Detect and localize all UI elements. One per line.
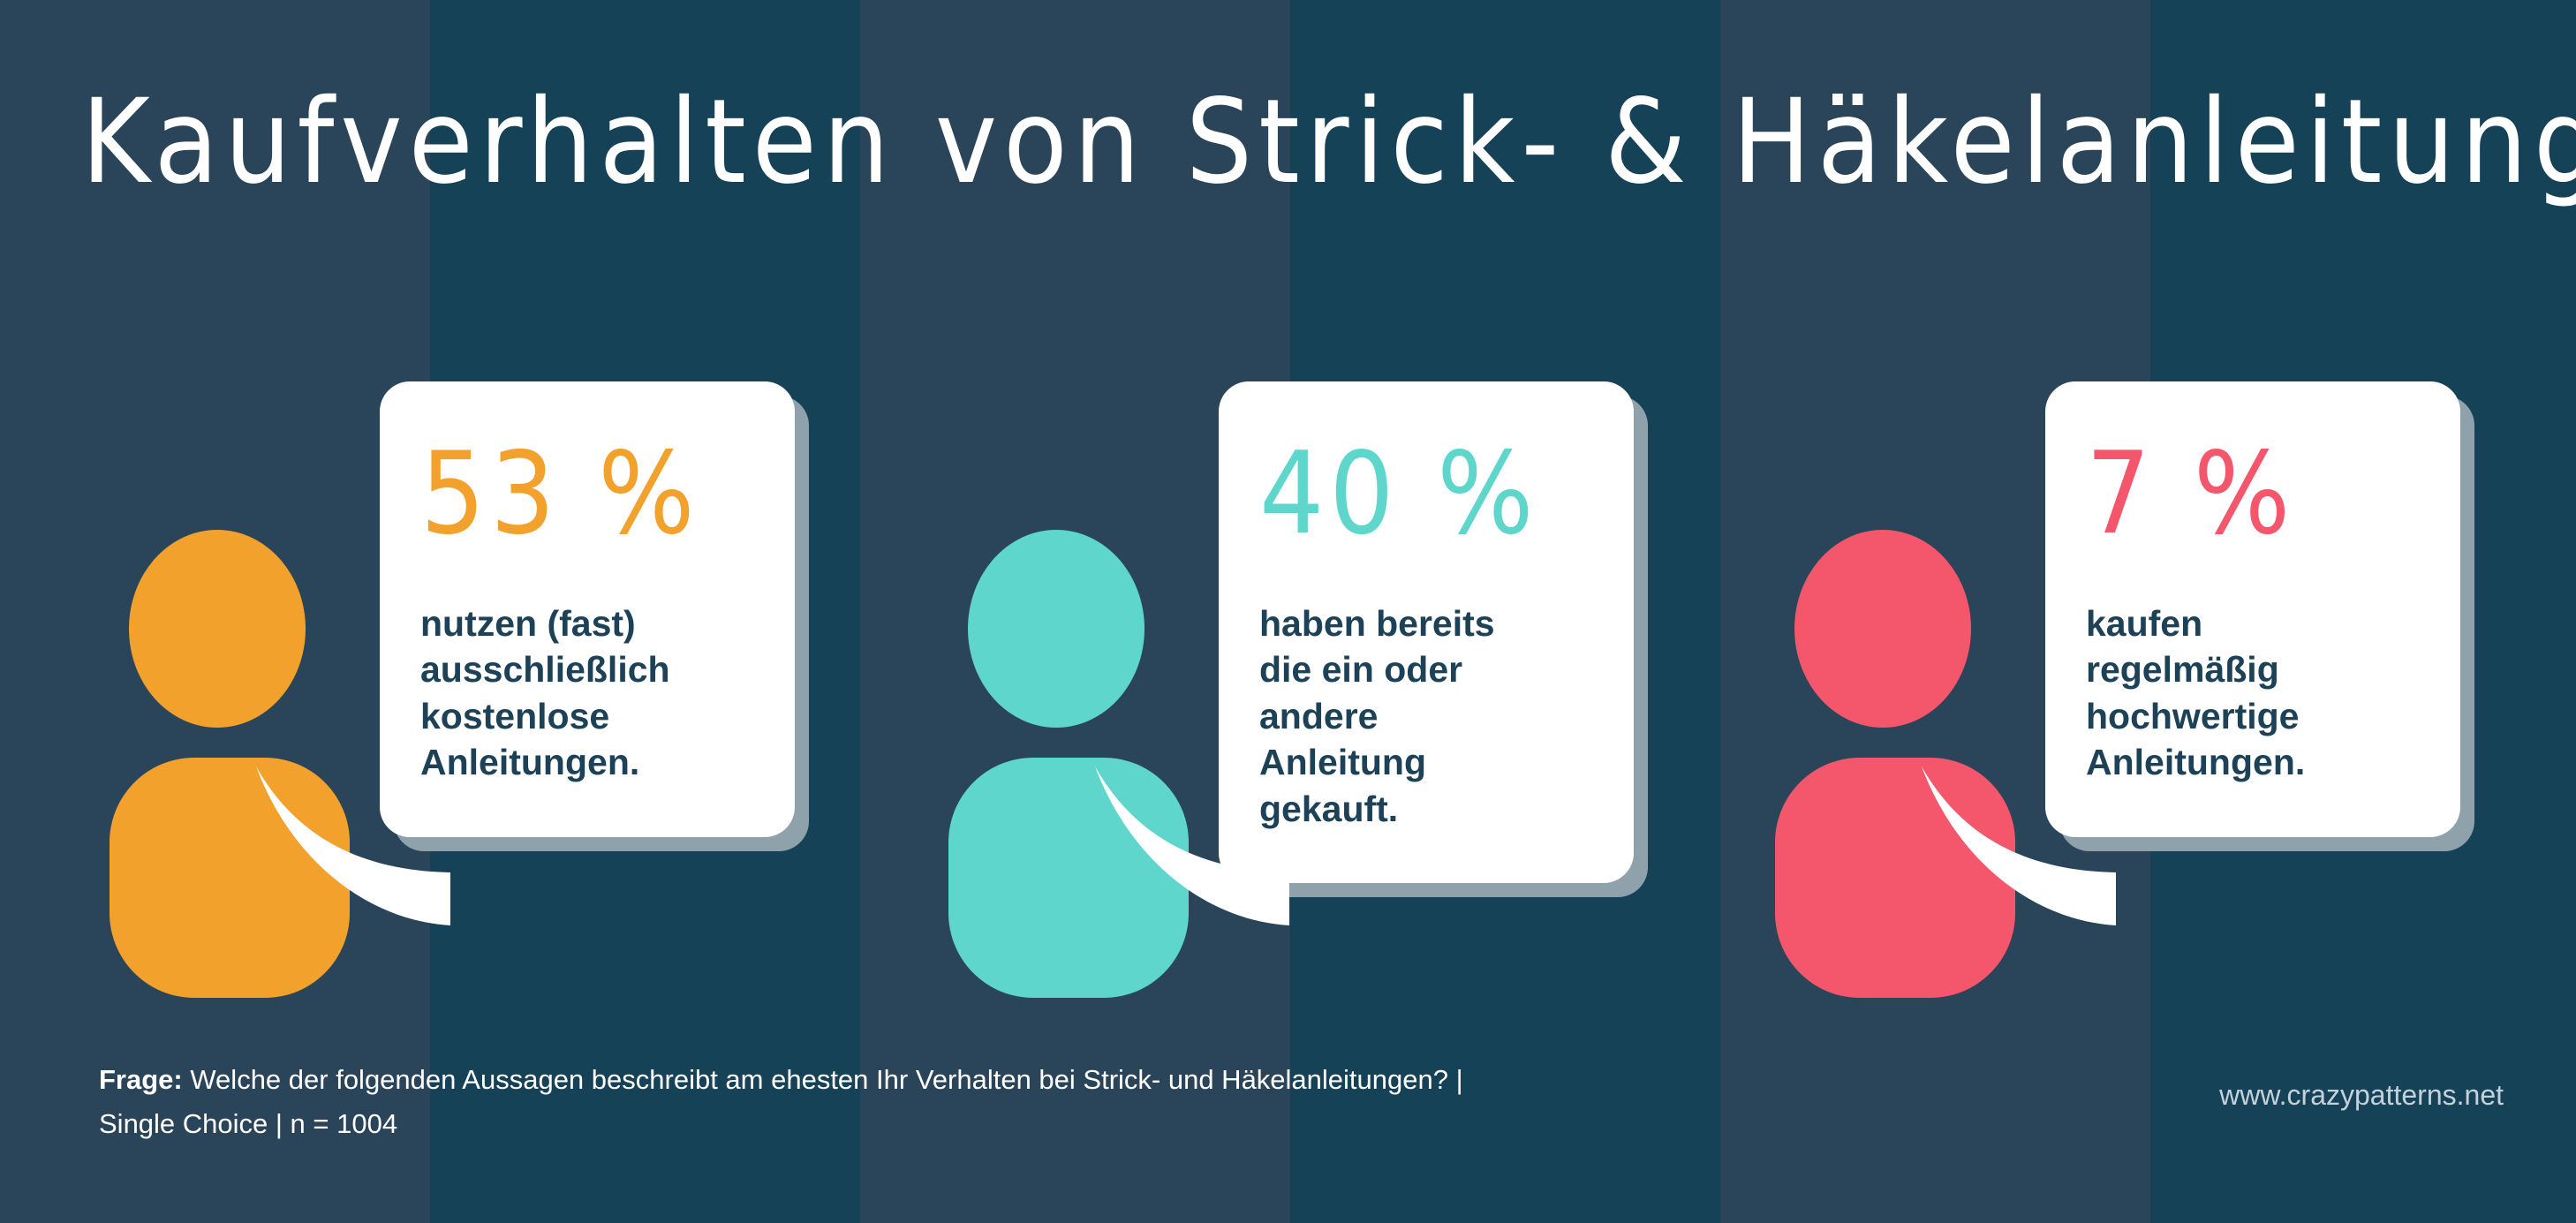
stat-group-1: 53 % nutzen (fast) ausschließlich kosten… <box>110 381 904 1028</box>
percent-value-1: 53 % <box>420 428 700 560</box>
footer-question: Frage: Welche der folgenden Aussagen bes… <box>99 1058 1530 1146</box>
person-head-icon <box>129 530 306 728</box>
footer-question-label: Frage: <box>99 1064 183 1095</box>
person-head-icon <box>968 530 1144 728</box>
speech-card-2-content: 40 % haben bereits die ein oder andere A… <box>1219 381 1634 883</box>
percent-description-3: kaufen regelmäßig hochwertige Anleitunge… <box>2086 603 2306 783</box>
percent-description-2: haben bereits die ein oder andere Anleit… <box>1259 603 1495 829</box>
percent-value-3: 7 % <box>2086 428 2296 560</box>
speech-card-1[interactable]: 53 % nutzen (fast) ausschließlich kosten… <box>380 381 795 837</box>
speech-card-3-content: 7 % kaufen regelmäßig hochwertige Anleit… <box>2045 381 2460 837</box>
person-body-icon <box>110 758 350 998</box>
speech-card-1-content: 53 % nutzen (fast) ausschließlich kosten… <box>380 381 795 837</box>
person-body-icon <box>948 758 1189 998</box>
page-title: Kaufverhalten von Strick- & Häkelanleitu… <box>81 69 2576 210</box>
percent-value-2: 40 % <box>1259 428 1539 560</box>
person-head-icon <box>1794 530 1971 728</box>
stat-group-3: 7 % kaufen regelmäßig hochwertige Anleit… <box>1775 381 2570 1028</box>
footer-url[interactable]: www.crazypatterns.net <box>2219 1079 2504 1111</box>
person-body-icon <box>1775 758 2015 998</box>
speech-card-3[interactable]: 7 % kaufen regelmäßig hochwertige Anleit… <box>2045 381 2460 837</box>
page-title-text: Kaufverhalten von Strick- & Häkelanleitu… <box>81 74 2576 210</box>
speech-card-2[interactable]: 40 % haben bereits die ein oder andere A… <box>1219 381 1634 884</box>
percent-description-1: nutzen (fast) ausschließlich kostenlose … <box>420 603 670 783</box>
stat-group-2: 40 % haben bereits die ein oder andere A… <box>948 381 1743 1028</box>
page-title-svg: Kaufverhalten von Strick- & Häkelanleitu… <box>81 74 2576 210</box>
footer-question-text: Welche der folgenden Aussagen beschreibt… <box>99 1064 1463 1140</box>
